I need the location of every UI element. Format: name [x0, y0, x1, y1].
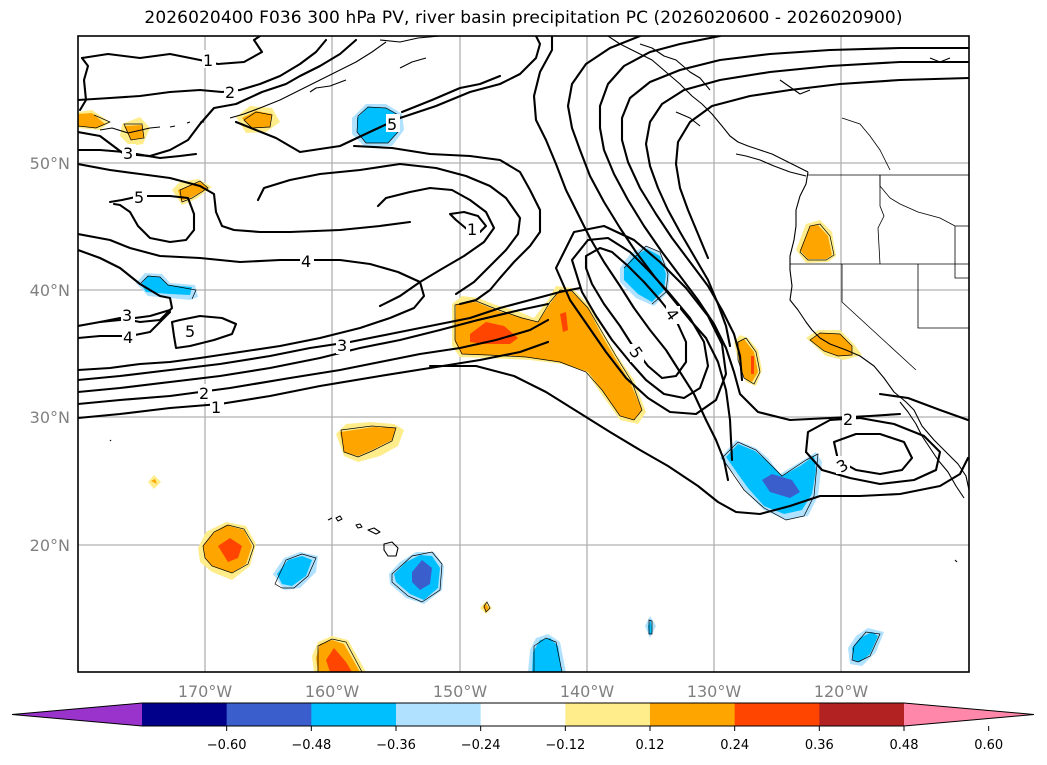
contour-label: 5 — [185, 322, 195, 341]
contour-label: 3 — [122, 306, 132, 325]
shade-positive — [326, 648, 352, 672]
colorbar-tick-label: −0.24 — [461, 738, 501, 753]
lon-tick-label: 130°W — [687, 682, 742, 701]
shade-positive — [340, 427, 396, 456]
colorbar: −0.60 −0.48 −0.36 −0.24 −0.12 0.12 0.24 0.36 0.4… — [11, 702, 1035, 753]
colorbar-bin — [819, 703, 905, 726]
shade-positive — [483, 604, 489, 612]
contour-label: 4 — [123, 328, 133, 347]
shade-positive — [218, 538, 242, 562]
colorbar-extend-high — [904, 703, 1034, 726]
lat-tick-label: 40°N — [30, 281, 70, 300]
colorbar-extend-low — [12, 703, 142, 726]
shade-positive — [470, 322, 518, 344]
colorbar-tick-label: −0.12 — [545, 738, 585, 753]
lon-tick-label: 160°W — [305, 682, 360, 701]
lon-tick-label: 150°W — [433, 682, 488, 701]
lat-tick-label: 20°N — [30, 536, 70, 555]
shade-positive — [151, 479, 157, 484]
colorbar-bin — [734, 703, 820, 726]
contour-label: 3 — [123, 144, 133, 163]
contour-label: 5 — [134, 188, 144, 207]
colorbar-tick-label: 0.48 — [890, 738, 919, 753]
colorbar-bin — [650, 703, 736, 726]
lon-axis: 170°W 160°W 150°W 140°W 130°W 120°W — [178, 682, 869, 701]
colorbar-bin — [565, 703, 651, 726]
colorbar-tick-label: −0.48 — [291, 738, 331, 753]
colorbar-tick-label: −0.60 — [207, 738, 247, 753]
colorbar-tick-label: 0.36 — [805, 738, 834, 753]
colorbar-bin — [311, 703, 397, 726]
contour-label: 3 — [337, 336, 347, 355]
colorbar-outline — [11, 702, 1035, 727]
colorbar-tick-label: −0.36 — [376, 738, 416, 753]
shade-positive — [560, 312, 568, 332]
contour-labels: 1 2 3 5 5 1 4 3 4 5 3 2 1 4 — [121, 50, 856, 477]
shade-negative — [762, 474, 800, 498]
contour-label: 2 — [843, 410, 853, 429]
colorbar-tick-label: 0.60 — [974, 738, 1003, 753]
shade-positive — [78, 113, 105, 128]
colorbar-bin — [226, 703, 312, 726]
contour-label: 2 — [199, 384, 209, 403]
shade-negative — [277, 556, 312, 586]
political-borders — [790, 117, 969, 371]
lon-tick-label: 120°W — [814, 682, 869, 701]
shade-negative — [141, 276, 192, 295]
lon-tick-label: 140°W — [560, 682, 615, 701]
coastlines — [99, 36, 969, 563]
colorbar-tick-label: 0.24 — [720, 738, 749, 753]
lat-axis: 50°N 40°N 30°N 20°N — [30, 154, 70, 555]
shade-negative — [624, 249, 666, 302]
contour-label: 1 — [211, 398, 221, 417]
colorbar-tick-label: 0.12 — [636, 738, 665, 753]
contour-label: 4 — [301, 252, 311, 271]
contour-label: 1 — [203, 51, 213, 70]
lat-tick-label: 50°N — [30, 154, 70, 173]
shade-negative — [852, 632, 878, 662]
colorbar-bin — [142, 703, 228, 726]
shade-positive — [800, 225, 832, 259]
colorbar-bin — [480, 703, 566, 726]
lon-tick-label: 170°W — [178, 682, 233, 701]
map-content: 1 2 3 5 5 1 4 3 4 5 3 2 1 4 — [78, 36, 969, 672]
lat-tick-label: 30°N — [30, 408, 70, 427]
shade-positive — [124, 125, 144, 140]
shade-positive — [242, 111, 272, 128]
contour-label: 5 — [387, 115, 397, 134]
shaded-precip-pc — [78, 104, 884, 672]
shade-negative — [412, 560, 432, 590]
contour-label: 1 — [467, 220, 477, 239]
shade-positive — [751, 356, 754, 374]
map-frame — [77, 35, 970, 673]
colorbar-bin — [396, 703, 482, 726]
contour-label: 2 — [225, 83, 235, 102]
shade-positive — [455, 290, 642, 420]
shade-negative — [532, 638, 562, 672]
figure-title: 2026020400 F036 300 hPa PV, river basin … — [144, 8, 903, 28]
